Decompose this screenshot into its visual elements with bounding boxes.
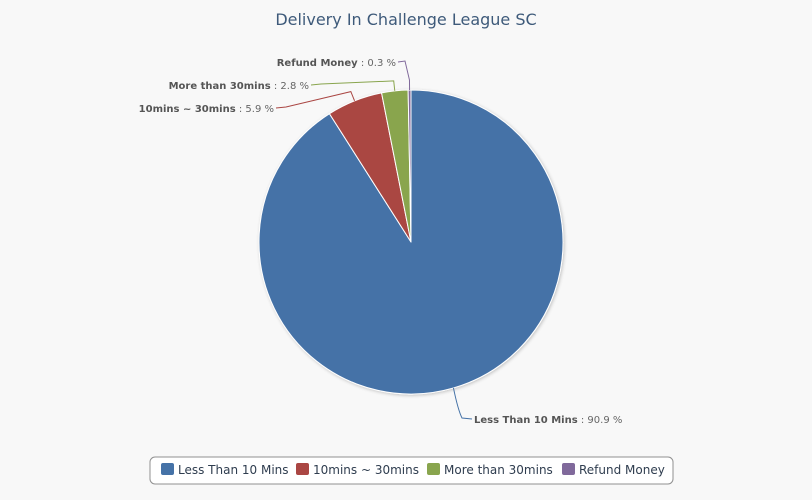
- connector-less-than-10-mins: [452, 387, 473, 420]
- legend-swatch-10mins-30mins: [296, 463, 309, 475]
- data-label-10mins-30mins: 10mins ~ 30mins : 5.9 %: [139, 104, 274, 115]
- legend-item-refund-money[interactable]: Refund Money: [562, 463, 665, 477]
- data-label-refund-money: Refund Money : 0.3 %: [277, 58, 396, 69]
- pie-slices: [258, 89, 564, 395]
- legend-label-refund-money: Refund Money: [579, 463, 665, 477]
- label-connectors: [275, 60, 473, 420]
- legend-item-less-than-10-mins[interactable]: Less Than 10 Mins: [161, 463, 289, 477]
- chart-title: Delivery In Challenge League SC: [275, 10, 536, 29]
- legend-label-less-than-10-mins: Less Than 10 Mins: [178, 463, 289, 477]
- legend-label-more-than-30mins: More than 30mins: [444, 463, 553, 477]
- legend-item-more-than-30mins[interactable]: More than 30mins: [427, 463, 553, 477]
- connector-more-than-30mins: [310, 80, 396, 91]
- slice-labels: Less Than 10 Mins : 90.9 % 10mins ~ 30min…: [139, 58, 623, 426]
- legend-item-10mins-30mins[interactable]: 10mins ~ 30mins: [296, 463, 419, 477]
- connector-refund-money: [397, 60, 411, 91]
- data-label-more-than-30mins: More than 30mins : 2.8 %: [169, 81, 309, 92]
- legend-label-10mins-30mins: 10mins ~ 30mins: [313, 463, 419, 477]
- legend: Less Than 10 Mins 10mins ~ 30mins More tha…: [149, 456, 674, 485]
- legend-swatch-less-than-10-mins: [161, 463, 174, 475]
- legend-swatch-refund-money: [562, 463, 575, 475]
- legend-swatch-more-than-30mins: [427, 463, 440, 475]
- pie-slice-refund-money[interactable]: [407, 89, 412, 243]
- data-label-less-than-10-mins: Less Than 10 Mins : 90.9 %: [474, 415, 622, 426]
- connector-10mins-30mins: [275, 91, 356, 109]
- legend-box: [149, 456, 674, 485]
